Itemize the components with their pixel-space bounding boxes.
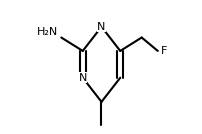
Text: H₂N: H₂N bbox=[37, 27, 58, 37]
Text: N: N bbox=[97, 22, 105, 32]
Text: F: F bbox=[161, 46, 167, 56]
Text: N: N bbox=[78, 73, 86, 83]
